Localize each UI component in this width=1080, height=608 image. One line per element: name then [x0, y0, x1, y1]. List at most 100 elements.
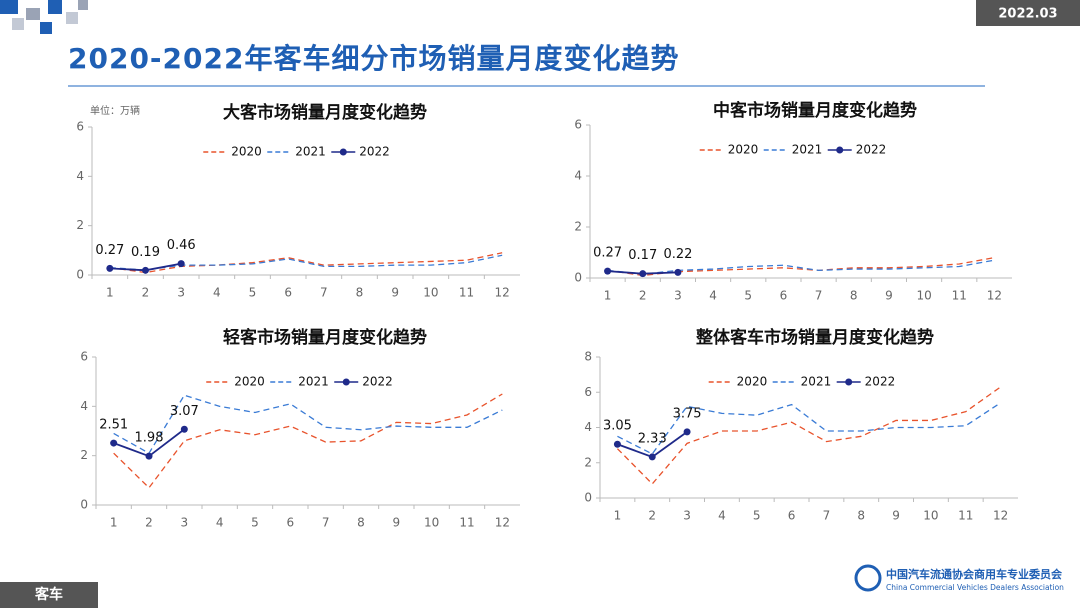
y-tick-label: 6: [574, 118, 582, 132]
x-tick-label: 5: [744, 289, 752, 303]
series-line: [113, 394, 503, 455]
y-tick-label: 4: [584, 420, 592, 434]
point: [604, 267, 612, 275]
x-tick-label: 7: [823, 509, 831, 523]
y-tick-label: 6: [76, 120, 84, 134]
x-tick-label: 12: [987, 289, 1002, 303]
y-tick-label: 4: [80, 399, 88, 413]
point: [639, 270, 647, 278]
point: [145, 452, 153, 460]
series-line: [109, 254, 503, 271]
x-tick-label: 5: [753, 509, 761, 523]
data-label: 0.46: [167, 238, 196, 253]
chart-title: 整体客车市场销量月度变化趋势: [696, 327, 934, 348]
x-tick-label: 7: [815, 289, 823, 303]
x-tick-label: 9: [393, 516, 401, 530]
x-tick-label: 6: [780, 289, 788, 303]
y-tick-label: 2: [80, 448, 88, 462]
x-tick-label: 9: [885, 289, 893, 303]
series-line: [109, 252, 503, 274]
point: [683, 428, 691, 436]
y-tick-label: 4: [574, 169, 582, 183]
data-label: 0.27: [95, 243, 124, 258]
data-label: 3.75: [673, 406, 702, 421]
y-tick-label: 2: [574, 220, 582, 234]
x-tick-label: 4: [213, 286, 221, 300]
x-tick-label: 2: [145, 516, 153, 530]
legend-marker: [845, 378, 853, 386]
legend-label: 2020: [728, 143, 759, 157]
x-tick-label: 1: [614, 509, 622, 523]
x-tick-label: 1: [604, 289, 612, 303]
legend-label: 2022: [362, 375, 393, 389]
legend-marker: [342, 378, 350, 386]
legend-label: 2022: [359, 145, 390, 159]
legend-label: 2020: [231, 145, 262, 159]
x-tick-label: 5: [251, 516, 259, 530]
x-tick-label: 9: [391, 286, 399, 300]
x-tick-label: 11: [958, 509, 973, 523]
data-label: 2.33: [638, 431, 667, 446]
unit-label: 单位：万辆: [90, 104, 140, 117]
chart-title: 中客市场销量月度变化趋势: [713, 100, 917, 121]
legend-label: 2020: [737, 375, 768, 389]
legend-marker: [339, 148, 347, 156]
x-tick-label: 2: [639, 289, 647, 303]
x-tick-label: 2: [142, 286, 150, 300]
x-tick-label: 8: [850, 289, 858, 303]
data-label: 2.51: [99, 418, 128, 433]
x-tick-label: 10: [424, 516, 439, 530]
x-tick-label: 3: [181, 516, 189, 530]
x-tick-label: 6: [287, 516, 295, 530]
y-tick-label: 4: [76, 169, 84, 183]
data-label: 0.22: [663, 247, 692, 262]
legend-label: 2022: [856, 143, 887, 157]
decoration: [0, 0, 88, 34]
x-tick-label: 11: [952, 289, 967, 303]
chart-title: 大客市场销量月度变化趋势: [223, 102, 427, 123]
series-line: [113, 393, 503, 489]
date: 2022.03: [998, 7, 1057, 22]
point: [674, 268, 682, 276]
y-tick-label: 0: [584, 491, 592, 505]
point: [180, 425, 188, 433]
slide-title: 2020-2022年客车细分市场销量月度变化趋势: [68, 42, 679, 75]
x-tick-label: 9: [892, 509, 900, 523]
y-tick-label: 6: [584, 385, 592, 399]
point: [110, 439, 118, 447]
point: [648, 453, 656, 461]
legend-label: 2021: [298, 375, 329, 389]
legend-label: 2022: [865, 375, 896, 389]
data-label: 0.27: [593, 246, 622, 261]
date-badge: [976, 0, 1080, 26]
x-tick-label: 11: [459, 516, 474, 530]
x-tick-label: 10: [423, 286, 438, 300]
x-tick-label: 7: [322, 516, 330, 530]
y-tick-label: 8: [584, 350, 592, 364]
legend-label: 2021: [792, 143, 823, 157]
legend-label: 2021: [801, 375, 832, 389]
x-tick-label: 8: [357, 516, 365, 530]
x-tick-label: 3: [177, 286, 185, 300]
x-tick-label: 10: [923, 509, 938, 523]
legend-label: 2021: [295, 145, 326, 159]
data-label: 0.19: [131, 245, 160, 260]
org-cn: 中国汽车流通协会商用车专业委员会: [886, 567, 1063, 581]
x-tick-label: 1: [106, 286, 114, 300]
x-tick-label: 12: [993, 509, 1008, 523]
chart-title: 轻客市场销量月度变化趋势: [223, 327, 427, 348]
x-tick-label: 4: [216, 516, 224, 530]
legend-label: 2020: [234, 375, 265, 389]
y-tick-label: 2: [76, 218, 84, 232]
point: [106, 264, 114, 272]
x-tick-label: 8: [356, 286, 364, 300]
y-tick-label: 0: [76, 268, 84, 282]
x-tick-label: 1: [110, 516, 118, 530]
legend-marker: [836, 146, 844, 154]
x-tick-label: 10: [916, 289, 931, 303]
x-tick-label: 11: [459, 286, 474, 300]
footer: 客车: [34, 586, 63, 603]
data-label: 0.17: [628, 248, 657, 263]
